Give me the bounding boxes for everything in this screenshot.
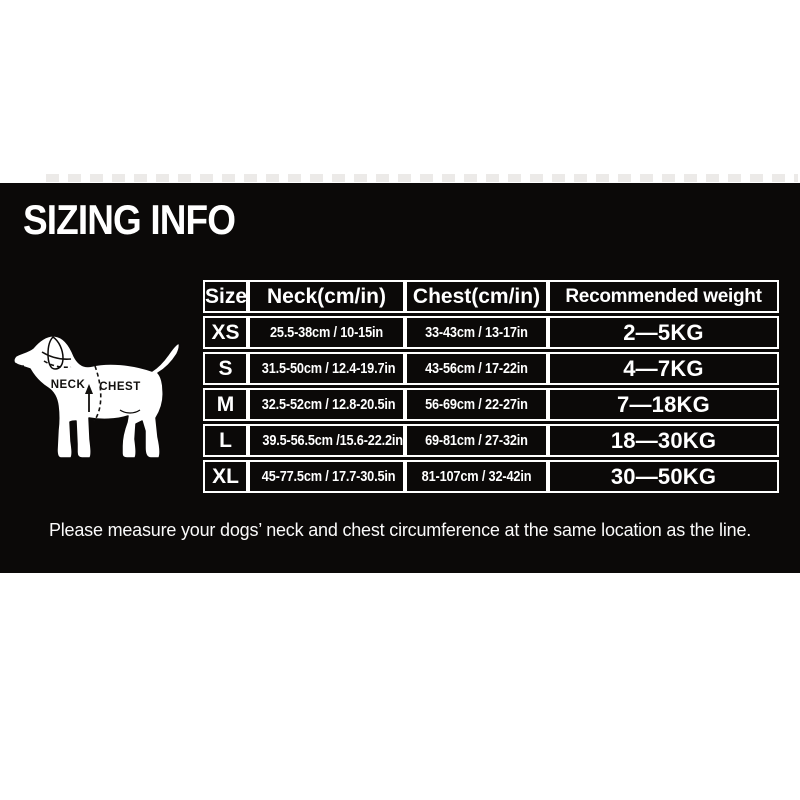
chest-band-dashed-line xyxy=(93,365,102,422)
table-row-m: M 32.5-52cm / 12.8-20.5in 56-69cm / 22-2… xyxy=(203,388,779,421)
measure-arrow-icon xyxy=(85,384,93,394)
column-header-weight: Recommended weight xyxy=(548,280,779,313)
neck-value: 39.5-56.5cm /15.6-22.2in xyxy=(262,432,403,449)
dog-silhouette xyxy=(13,335,181,459)
cell-chest: 43-56cm / 17-22in xyxy=(405,352,548,385)
neck-band-dashed-line xyxy=(43,360,72,369)
column-header-neck: Neck(cm/in) xyxy=(248,280,405,313)
cell-chest: 81-107cm / 32-42in xyxy=(405,460,548,493)
cell-weight: 30—50KG xyxy=(548,460,779,493)
cell-weight: 7—18KG xyxy=(548,388,779,421)
cell-neck: 45-77.5cm / 17.7-30.5in xyxy=(248,460,405,493)
cell-weight: 4—7KG xyxy=(548,352,779,385)
cell-neck: 39.5-56.5cm /15.6-22.2in xyxy=(248,424,405,457)
table-row-l: L 39.5-56.5cm /15.6-22.2in 69-81cm / 27-… xyxy=(203,424,779,457)
cell-neck: 25.5-38cm / 10-15in xyxy=(248,316,405,349)
cell-size: XL xyxy=(203,460,248,493)
neck-value: 31.5-50cm / 12.4-19.7in xyxy=(261,360,396,377)
page-title: SIZING INFO xyxy=(23,196,236,243)
neck-band-solid-line xyxy=(41,351,72,360)
cell-neck: 32.5-52cm / 12.8-20.5in xyxy=(248,388,405,421)
chest-value: 69-81cm / 27-32in xyxy=(425,432,528,449)
table-header-row: Size Neck(cm/in) Chest(cm/in) Recommende… xyxy=(203,280,779,313)
sizing-table: Size Neck(cm/in) Chest(cm/in) Recommende… xyxy=(203,277,779,496)
faded-dash-row xyxy=(46,174,798,182)
dog-measurement-diagram: NECK CHEST xyxy=(13,335,181,459)
chest-value: 81-107cm / 32-42in xyxy=(421,468,532,485)
table-row-s: S 31.5-50cm / 12.4-19.7in 43-56cm / 17-2… xyxy=(203,352,779,385)
chest-value: 43-56cm / 17-22in xyxy=(425,360,528,377)
neck-value: 32.5-52cm / 12.8-20.5in xyxy=(261,396,396,413)
measurement-note: Please measure your dogs’ neck and chest… xyxy=(48,520,752,540)
dog-thigh-line xyxy=(119,409,141,414)
column-header-chest: Chest(cm/in) xyxy=(405,280,548,313)
column-header-size: Size xyxy=(203,280,248,313)
neck-value: 25.5-38cm / 10-15in xyxy=(269,324,383,341)
table-row-xs: XS 25.5-38cm / 10-15in 33-43cm / 13-17in… xyxy=(203,316,779,349)
dog-mouth-line xyxy=(14,362,25,367)
cell-size: XS xyxy=(203,316,248,349)
chest-label: CHEST xyxy=(99,381,140,393)
neck-label: NECK xyxy=(51,379,86,391)
cell-size: L xyxy=(203,424,248,457)
cell-chest: 56-69cm / 22-27in xyxy=(405,388,548,421)
cell-chest: 69-81cm / 27-32in xyxy=(405,424,548,457)
cell-chest: 33-43cm / 13-17in xyxy=(405,316,548,349)
chest-value: 56-69cm / 22-27in xyxy=(425,396,528,413)
sizing-panel: SIZING INFO NECK CHEST xyxy=(0,183,800,573)
neck-value: 45-77.5cm / 17.7-30.5in xyxy=(261,468,396,485)
cell-weight: 2—5KG xyxy=(548,316,779,349)
cell-size: S xyxy=(203,352,248,385)
cell-size: M xyxy=(203,388,248,421)
cell-weight: 18—30KG xyxy=(548,424,779,457)
chest-value: 33-43cm / 13-17in xyxy=(425,324,528,341)
cell-neck: 31.5-50cm / 12.4-19.7in xyxy=(248,352,405,385)
dog-ear xyxy=(47,336,64,370)
table-row-xl: XL 45-77.5cm / 17.7-30.5in 81-107cm / 32… xyxy=(203,460,779,493)
